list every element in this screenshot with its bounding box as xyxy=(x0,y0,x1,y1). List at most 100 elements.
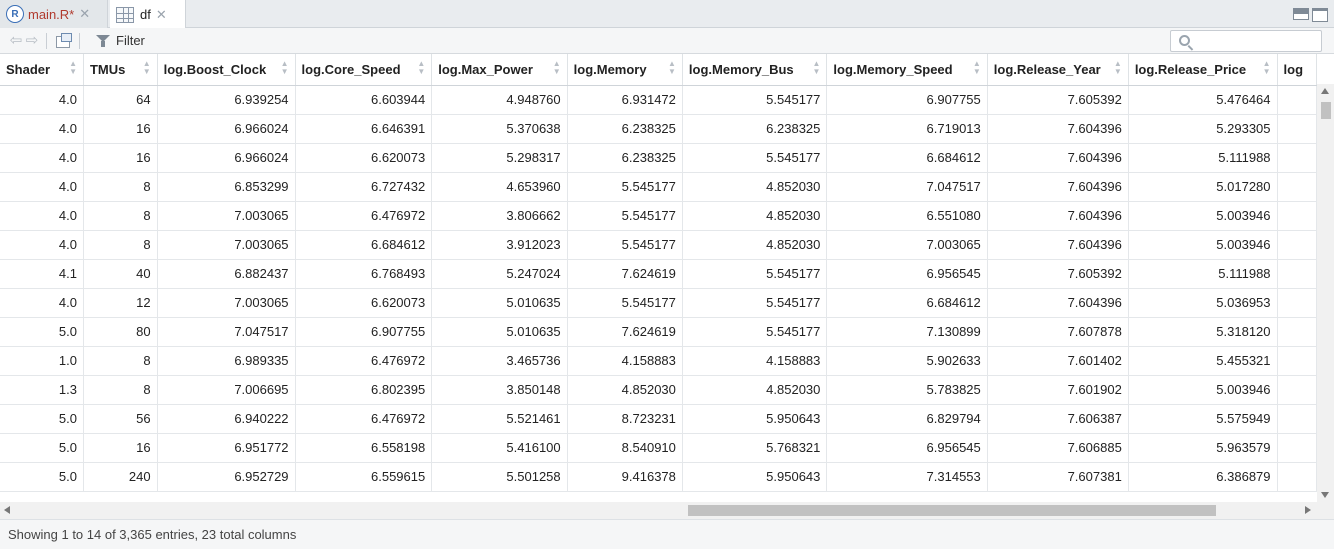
close-icon[interactable]: ✕ xyxy=(79,6,91,21)
table-cell: 7.604396 xyxy=(987,143,1129,173)
column-header[interactable]: log.Release_Year ▲ ▼ xyxy=(987,54,1129,86)
table-cell: 5.476464 xyxy=(1128,85,1278,115)
r-script-icon: R xyxy=(6,5,24,23)
table-cell: 7.607381 xyxy=(987,462,1129,492)
table-cell: 3.806662 xyxy=(431,201,568,231)
column-header[interactable]: log.Boost_Clock ▲ ▼ xyxy=(157,54,296,86)
table-cell: 6.966024 xyxy=(157,114,296,144)
table-cell: 5.111988 xyxy=(1128,259,1278,289)
table-cell: 6.907755 xyxy=(295,317,433,347)
table-cell: 4.852030 xyxy=(567,375,683,405)
table-cell: 4.852030 xyxy=(682,201,828,231)
table-row: 4.1 40 6.882437 6.768493 5.247024 7.624619 5.5… xyxy=(0,259,1317,289)
scroll-left-icon[interactable] xyxy=(4,506,10,514)
table-cell: 7.003065 xyxy=(157,230,296,260)
table-cell: 7.047517 xyxy=(157,317,296,347)
close-icon[interactable]: ✕ xyxy=(155,6,167,22)
table-cell: 7.601902 xyxy=(987,375,1129,405)
sort-icon[interactable]: ▲ ▼ xyxy=(417,59,426,76)
table-cell: 4.158883 xyxy=(567,346,683,376)
table-cell: 6.386879 xyxy=(1128,462,1278,492)
table-cell: 7.604396 xyxy=(987,288,1129,318)
table-row: 4.0 16 6.966024 6.646391 5.370638 6.238325 6.2… xyxy=(0,114,1317,144)
table-cell: 5.545177 xyxy=(567,172,683,202)
column-header-label: log.Max_Power xyxy=(438,61,533,77)
sort-icon[interactable]: ▲ ▼ xyxy=(69,59,77,76)
sort-icon[interactable]: ▲ ▼ xyxy=(972,59,981,76)
minimize-pane-icon[interactable] xyxy=(1293,8,1309,20)
filter-button[interactable]: Filter xyxy=(96,33,145,48)
sort-icon[interactable]: ▲ ▼ xyxy=(552,59,561,76)
table-cell: 6.476972 xyxy=(295,201,433,231)
table-cell: 4.0 xyxy=(0,143,84,173)
column-header-label: log.Memory_Bus xyxy=(688,61,794,77)
column-header[interactable]: log xyxy=(1277,54,1317,86)
vertical-scroll-thumb[interactable] xyxy=(1321,102,1331,119)
column-header[interactable]: log.Memory ▲ ▼ xyxy=(567,54,683,86)
table-cell: 8 xyxy=(83,230,158,260)
search-box[interactable] xyxy=(1170,30,1322,52)
column-header[interactable]: log.Release_Price ▲ ▼ xyxy=(1128,54,1278,86)
pane-window-controls xyxy=(1293,8,1328,22)
scroll-up-icon[interactable] xyxy=(1321,88,1329,94)
column-header-label: log.Boost_Clock xyxy=(163,61,267,77)
table-cell: 6.238325 xyxy=(567,114,683,144)
table-cell: 7.003065 xyxy=(157,201,296,231)
scroll-down-icon[interactable] xyxy=(1321,492,1329,498)
table-cell: 5.010635 xyxy=(431,288,568,318)
table-cell: 5.545177 xyxy=(682,143,828,173)
table-cell: 4.0 xyxy=(0,172,84,202)
table-cell xyxy=(1277,85,1317,115)
forward-arrow-icon[interactable]: ⇨ xyxy=(25,31,39,49)
back-arrow-icon[interactable]: ⇦ xyxy=(9,31,23,49)
data-table: Shader ▲ ▼ TMUs ▲ ▼ log.Boost_Clock ▲ ▼ log.Core_… xyxy=(0,54,1317,492)
table-row: 1.0 8 6.989335 6.476972 3.465736 4.158883 4.15… xyxy=(0,346,1317,376)
column-header[interactable]: log.Max_Power ▲ ▼ xyxy=(431,54,568,86)
tab-df[interactable]: df ✕ xyxy=(110,0,186,29)
table-cell: 4.0 xyxy=(0,201,84,231)
table-cell: 7.006695 xyxy=(157,375,296,405)
table-cell: 7.624619 xyxy=(567,259,683,289)
table-cell: 5.950643 xyxy=(682,404,828,434)
sort-icon[interactable]: ▲ ▼ xyxy=(1113,59,1122,76)
table-cell: 5.545177 xyxy=(567,230,683,260)
table-cell: 6.620073 xyxy=(295,143,433,173)
tab-main-r[interactable]: R main.R* ✕ xyxy=(0,0,108,28)
scroll-right-icon[interactable] xyxy=(1305,506,1311,514)
horizontal-scroll-thumb[interactable] xyxy=(688,505,1216,516)
sort-icon[interactable]: ▲ ▼ xyxy=(1262,59,1271,76)
sort-icon[interactable]: ▲ ▼ xyxy=(280,59,289,76)
maximize-pane-icon[interactable] xyxy=(1312,8,1328,22)
data-grid: Shader ▲ ▼ TMUs ▲ ▼ log.Boost_Clock ▲ ▼ log.Core_… xyxy=(0,54,1317,502)
table-cell: 4.653960 xyxy=(431,172,568,202)
column-header[interactable]: TMUs ▲ ▼ xyxy=(83,54,158,86)
table-row: 4.0 8 7.003065 6.476972 3.806662 5.545177 4.85… xyxy=(0,201,1317,231)
sort-icon[interactable]: ▲ ▼ xyxy=(812,59,821,76)
table-cell: 6.727432 xyxy=(295,172,433,202)
table-cell: 6.603944 xyxy=(295,85,433,115)
column-header[interactable]: Shader ▲ ▼ xyxy=(0,54,84,86)
column-header-label: TMUs xyxy=(89,61,126,77)
sort-icon[interactable]: ▲ ▼ xyxy=(142,59,151,76)
table-cell: 240 xyxy=(83,462,158,492)
column-header[interactable]: log.Memory_Bus ▲ ▼ xyxy=(682,54,828,86)
scrollbar-corner xyxy=(1317,502,1334,519)
sort-icon[interactable]: ▲ ▼ xyxy=(667,59,676,76)
table-cell: 5.575949 xyxy=(1128,404,1278,434)
table-cell: 6.952729 xyxy=(157,462,296,492)
table-row: 4.0 8 6.853299 6.727432 4.653960 5.545177 4.85… xyxy=(0,172,1317,202)
table-cell: 7.605392 xyxy=(987,85,1129,115)
horizontal-scrollbar[interactable] xyxy=(0,502,1317,519)
popout-window-icon[interactable] xyxy=(53,32,73,49)
table-cell: 5.0 xyxy=(0,404,84,434)
search-input[interactable] xyxy=(1197,33,1315,49)
vertical-scrollbar[interactable] xyxy=(1317,84,1334,502)
table-cell: 5.545177 xyxy=(682,288,828,318)
data-viewer-toolbar: ⇦ ⇨ Filter xyxy=(0,28,1334,54)
table-cell: 6.853299 xyxy=(157,172,296,202)
table-cell: 6.956545 xyxy=(826,259,988,289)
column-header[interactable]: log.Core_Speed ▲ ▼ xyxy=(295,54,433,86)
column-header[interactable]: log.Memory_Speed ▲ ▼ xyxy=(826,54,988,86)
table-cell: 5.017280 xyxy=(1128,172,1278,202)
table-cell: 5.783825 xyxy=(826,375,988,405)
